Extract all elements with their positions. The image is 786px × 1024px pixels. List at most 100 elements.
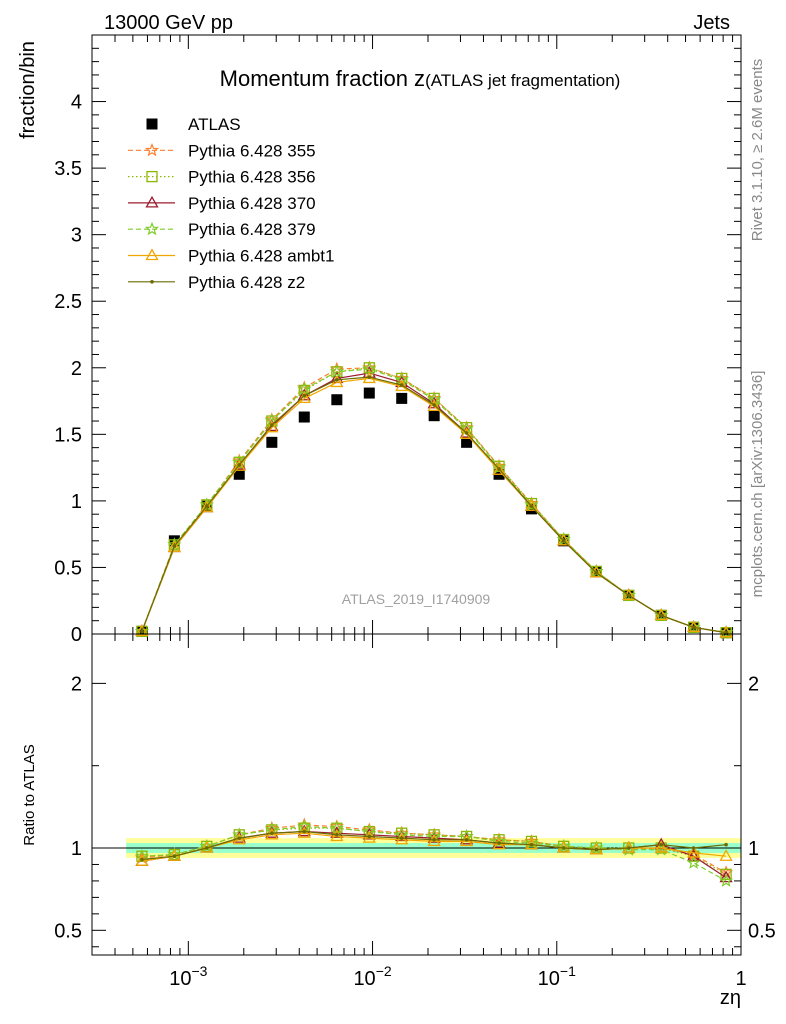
ratio-ytick-label-right: 1 — [748, 838, 759, 860]
main-point-atlas — [461, 436, 473, 448]
legend-marker-pythia-6-428-356 — [146, 170, 158, 183]
ratio-xtick-label: 1 — [735, 968, 746, 990]
main-point-pythia-6-428-ambt1 — [492, 463, 506, 475]
ratio-xtick-label: 10−3 — [169, 963, 207, 990]
ratio-point-pythia-6-428-379 — [362, 824, 377, 838]
main-ytick-label: 1.5 — [54, 424, 82, 446]
main-point-pythia-6-428-z2 — [529, 504, 534, 509]
main-point-pythia-6-428-ambt1 — [427, 399, 441, 412]
ratio-point-pythia-6-428-z2 — [529, 842, 534, 847]
legend-label: Pythia 6.428 z2 — [188, 273, 305, 292]
main-point-atlas — [363, 387, 375, 399]
ratio-point-pythia-6-428-z2 — [270, 831, 274, 835]
ratio-xtick-label: 10−2 — [353, 963, 391, 990]
main-point-pythia-6-428-ambt1 — [135, 624, 149, 636]
main-point-pythia-6-428-z2 — [172, 544, 177, 548]
ratio-point-pythia-6-428-ambt1 — [686, 845, 701, 858]
header-right: Jets — [693, 12, 730, 34]
legend-label: Pythia 6.428 370 — [188, 194, 316, 213]
ratio-axes: 0.5 0.5 1 1 2 2 10−3 10−2 10−1 1 — [54, 634, 776, 990]
main-point-pythia-6-428-ambt1 — [557, 533, 571, 546]
main-point-atlas — [233, 468, 245, 480]
main-point-pythia-6-428-z2 — [432, 403, 436, 407]
main-title-text: Momentum fraction z — [220, 66, 425, 91]
main-ytick-label: 3.5 — [54, 158, 82, 180]
ratio-point-pythia-6-428-ambt1 — [654, 840, 668, 853]
ratio-point-pythia-6-428-z2 — [367, 834, 372, 839]
ratio-point-pythia-6-428-ambt1 — [427, 834, 441, 847]
ratio-point-pythia-6-428-z2 — [140, 857, 144, 862]
ratio-point-pythia-6-428-370 — [719, 870, 733, 883]
main-point-pythia-6-428-ambt1 — [200, 500, 214, 513]
ratio-point-pythia-6-428-355 — [394, 825, 409, 840]
main-point-pythia-6-428-z2 — [270, 423, 274, 427]
main-title-sub: (ATLAS jet fragmentation) — [425, 71, 620, 90]
main-point-atlas — [298, 411, 310, 423]
rivet-label: Rivet 3.1.10, ≥ 2.6M events — [749, 59, 766, 242]
ratio-point-pythia-6-428-z2 — [561, 846, 566, 850]
main-point-pythia-6-428-379 — [621, 587, 636, 602]
main-ytick-label: 1 — [71, 491, 82, 513]
ratio-point-pythia-6-428-ambt1 — [330, 829, 344, 842]
main-point-pythia-6-428-z2 — [626, 593, 631, 598]
main-ytick-label: 4 — [71, 92, 82, 114]
ratio-ytick-label: 1 — [71, 838, 82, 860]
main-point-pythia-6-428-z2 — [399, 383, 404, 387]
ratio-point-pythia-6-428-ambt1 — [719, 849, 733, 861]
main-point-pythia-6-428-z2 — [302, 393, 307, 398]
main-point-pythia-6-428-z2 — [659, 613, 664, 618]
analysis-watermark: ATLAS_2019_I1740909 — [342, 591, 491, 607]
main-point-pythia-6-428-ambt1 — [622, 588, 636, 601]
legend-label: Pythia 6.428 ambt1 — [188, 247, 334, 266]
main-ytick-label: 2.5 — [54, 291, 82, 313]
main-point-pythia-6-428-z2 — [205, 504, 209, 509]
ratio-point-pythia-6-428-z2 — [335, 833, 339, 837]
main-series — [134, 360, 734, 639]
ratio-point-pythia-6-428-370 — [654, 837, 668, 850]
legend-label: Pythia 6.428 356 — [188, 168, 316, 187]
legend-marker-pythia-6-428-379 — [144, 221, 160, 236]
ratio-point-pythia-6-428-z2 — [172, 854, 177, 859]
main-point-pythia-6-428-ambt1 — [524, 499, 539, 511]
main-point-pythia-6-428-z2 — [691, 625, 696, 630]
main-ytick-label: 0 — [71, 624, 82, 646]
main-title: Momentum fraction z(ATLAS jet fragmentat… — [220, 66, 621, 91]
ratio-ytick-label-right: 0.5 — [748, 920, 776, 942]
main-axes: 0 0.5 1 1.5 2 2.5 3 3.5 4 — [54, 34, 742, 646]
ratio-point-pythia-6-428-z2 — [594, 847, 599, 852]
legend-marker-pythia-6-428-370 — [145, 195, 159, 208]
ratio-point-pythia-6-428-379 — [297, 819, 312, 833]
main-point-pythia-6-428-z2 — [464, 431, 469, 435]
main-point-pythia-6-428-z2 — [237, 463, 242, 467]
main-point-pythia-6-428-z2 — [497, 467, 501, 471]
main-point-atlas — [428, 410, 440, 422]
main-point-pythia-6-428-ambt1 — [589, 565, 603, 578]
main-point-pythia-6-428-ambt1 — [167, 540, 181, 553]
ratio-point-pythia-6-428-ambt1 — [135, 854, 149, 866]
main-ytick-label: 0.5 — [54, 557, 82, 579]
ratio-frame — [91, 633, 742, 956]
main-point-atlas — [266, 436, 278, 448]
legend-label: ATLAS — [188, 115, 241, 134]
main-point-pythia-6-428-z2 — [367, 375, 372, 379]
ratio-xlabel: zη — [720, 987, 741, 1009]
ratio-point-pythia-6-428-ambt1 — [589, 842, 603, 855]
main-point-pythia-6-428-355 — [362, 360, 377, 374]
main-point-pythia-6-428-379 — [394, 372, 409, 386]
ratio-point-pythia-6-428-379 — [686, 855, 701, 869]
main-point-pythia-6-428-379 — [329, 364, 344, 378]
ratio-point-pythia-6-428-z2 — [497, 841, 501, 845]
ratio-xtick-label: 10−1 — [538, 963, 576, 990]
ratio-point-pythia-6-428-z2 — [399, 836, 404, 840]
ratio-point-pythia-6-428-379 — [719, 873, 734, 887]
legend-marker-pythia-6-428-z2 — [150, 280, 154, 284]
main-ytick-label: 3 — [71, 225, 82, 247]
legend-marker-pythia-6-428-ambt1 — [145, 248, 159, 261]
ratio-point-pythia-6-428-z2 — [237, 836, 242, 840]
main-point-pythia-6-428-z2 — [140, 629, 144, 634]
main-point-pythia-6-428-ambt1 — [654, 608, 668, 621]
ratio-point-pythia-6-428-z2 — [659, 842, 664, 847]
legend-label: Pythia 6.428 355 — [188, 141, 316, 160]
ratio-point-pythia-6-428-z2 — [464, 837, 469, 842]
main-point-atlas — [396, 392, 408, 404]
